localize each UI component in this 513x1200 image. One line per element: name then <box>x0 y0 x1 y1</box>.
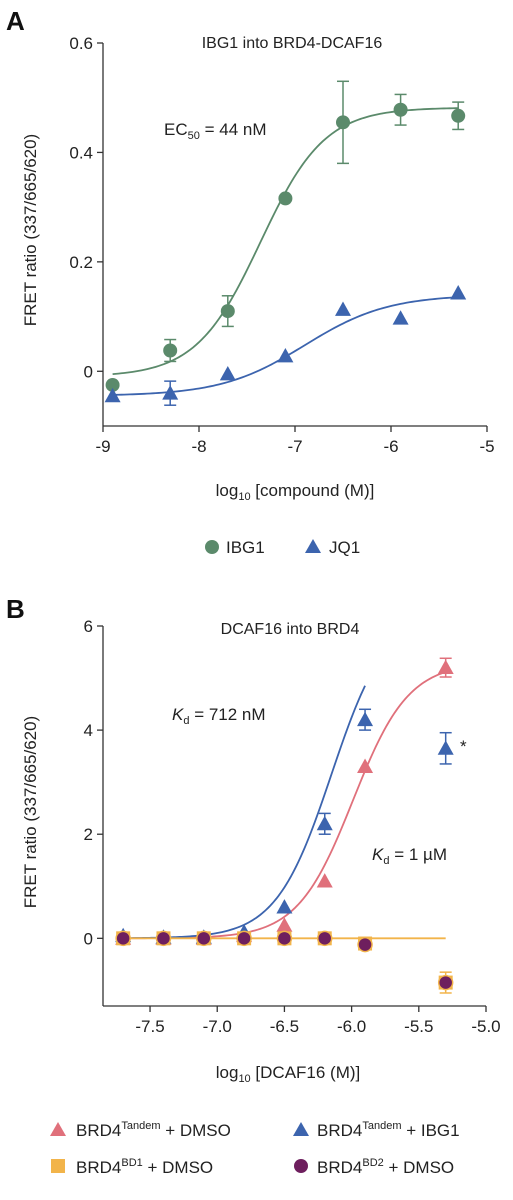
legend-jq1-marker <box>305 539 321 553</box>
legend-tandem-dmso-marker <box>50 1122 66 1136</box>
chart-a-title: IBG1 into BRD4-DCAF16 <box>202 35 383 52</box>
chart-b-x-tick-label: -6.5 <box>270 1017 299 1036</box>
chart-a-point-s0-6 <box>451 108 466 123</box>
chart-a-ylabel: FRET ratio (337/665/620) <box>21 134 40 326</box>
chart-a-fit-curve-0 <box>112 107 459 375</box>
legend-tandem-ibg1-label: BRD4Tandem + IBG1 <box>317 1120 460 1140</box>
chart-b-point-s3-7 <box>437 974 454 991</box>
chart-a-point-s0-2 <box>220 304 235 319</box>
chart-b-point-s1-6 <box>357 711 374 727</box>
panel-letter-a: A <box>6 6 25 36</box>
chart-b-x-tick-label: -7.5 <box>135 1017 164 1036</box>
chart-a-point-s0-3 <box>278 191 293 206</box>
legend-bd2-dmso-marker <box>294 1159 308 1173</box>
panel-letter-b: B <box>6 594 25 624</box>
legend-bd2-dmso-label: BRD4BD2 + DMSO <box>317 1157 454 1177</box>
chart-a-x-tick-label: -6 <box>383 437 398 456</box>
chart-a-y-tick-label: 0 <box>84 362 93 381</box>
chart-b-point-s3-4 <box>276 930 293 947</box>
chart-b-point-s1-4 <box>276 899 293 914</box>
legend-ibg1-label: IBG1 <box>226 538 265 557</box>
chart-a-ec50-annotation: EC50 = 44 nM <box>164 120 267 142</box>
chart-a-point-s0-0 <box>105 377 120 392</box>
chart-b-point-s0-6 <box>357 758 374 773</box>
chart-a-point-s1-2 <box>219 366 236 381</box>
chart-b-plot: 0 2 4 6 -7.5 -7.0 -6.5 -6.0 -5.5 -5.0 <box>84 617 501 1036</box>
chart-b-point-s3-1 <box>155 930 172 947</box>
chart-a-x-tick-label: -5 <box>479 437 494 456</box>
chart-a-x-tick-label: -7 <box>287 437 302 456</box>
chart-b-y-tick-label: 0 <box>84 929 93 948</box>
chart-b-x-tick-label: -6.0 <box>337 1017 366 1036</box>
chart-b-point-s3-5 <box>316 930 333 947</box>
chart-b-kd-annotation-2: Kd = 1 µM <box>372 845 447 867</box>
chart-a-xlabel-main: log <box>216 481 239 500</box>
chart-b-point-s0-4 <box>276 917 293 932</box>
chart-b-point-s1-7 <box>437 740 454 755</box>
chart-b-significance-asterisk: * <box>460 737 467 756</box>
chart-a-y-tick-label: 0.2 <box>69 253 93 272</box>
chart-b-x-tick-label: -5.0 <box>471 1017 500 1036</box>
chart-a-x-tick-label: -8 <box>191 437 206 456</box>
chart-a-plot: 0 0.2 0.4 0.6 -9 -8 -7 -6 -5 <box>69 34 494 456</box>
chart-b-y-tick-label: 2 <box>84 825 93 844</box>
chart-a-point-s1-4 <box>335 301 351 316</box>
chart-a-point-s0-4 <box>336 115 350 130</box>
chart-a-xlabel-sub: 10 <box>238 491 250 503</box>
chart-b-point-s0-7 <box>437 659 454 675</box>
chart-b-point-s1-5 <box>316 815 333 831</box>
chart-b-x-tick-label: -7.0 <box>203 1017 232 1036</box>
legend-tandem-ibg1-marker <box>293 1122 309 1136</box>
chart-b-ylabel: FRET ratio (337/665/620) <box>21 716 40 908</box>
chart-a-point-s0-1 <box>163 343 178 358</box>
chart-b-legend: BRD4Tandem + DMSO BRD4Tandem + IBG1 BRD4… <box>50 1120 460 1177</box>
legend-ibg1-marker <box>205 540 219 554</box>
chart-a-xlabel-rest: [compound (M)] <box>251 481 375 500</box>
chart-b-point-s3-3 <box>236 930 252 947</box>
chart-b-x-tick-label: -5.5 <box>404 1017 433 1036</box>
chart-a-x-tick-label: -9 <box>95 437 110 456</box>
chart-a-fit-curve-1 <box>112 296 459 396</box>
chart-a-legend: IBG1 JQ1 <box>205 538 360 557</box>
legend-tandem-dmso-label: BRD4Tandem + DMSO <box>76 1120 231 1140</box>
chart-a-point-s0-5 <box>393 102 408 117</box>
chart-b-y-tick-label: 4 <box>84 721 93 740</box>
chart-a-point-s1-1 <box>162 385 179 400</box>
chart-a-y-tick-label: 0.6 <box>69 34 93 53</box>
chart-a-point-s1-5 <box>392 310 409 325</box>
chart-b-title: DCAF16 into BRD4 <box>221 621 360 638</box>
chart-a-point-s1-6 <box>450 285 467 300</box>
chart-b-y-tick-label: 6 <box>84 617 93 636</box>
chart-b-point-s0-5 <box>316 873 333 888</box>
chart-a-point-s1-3 <box>277 347 294 363</box>
legend-bd1-dmso-marker <box>51 1159 65 1173</box>
chart-b-xlabel: log10 [DCAF16 (M)] <box>216 1063 361 1085</box>
chart-a-xlabel: log10 [compound (M)] <box>216 481 375 503</box>
legend-bd1-dmso-label: BRD4BD1 + DMSO <box>76 1157 213 1177</box>
legend-jq1-label: JQ1 <box>329 538 360 557</box>
chart-a-y-tick-label: 0.4 <box>69 143 93 162</box>
chart-b-point-s3-2 <box>196 930 212 947</box>
chart-b-point-s3-0 <box>115 930 131 947</box>
chart-b-kd-annotation-1: Kd = 712 nM <box>172 705 266 727</box>
chart-b-point-s3-6 <box>357 936 373 953</box>
chart-a-point-s1-0 <box>104 387 121 403</box>
